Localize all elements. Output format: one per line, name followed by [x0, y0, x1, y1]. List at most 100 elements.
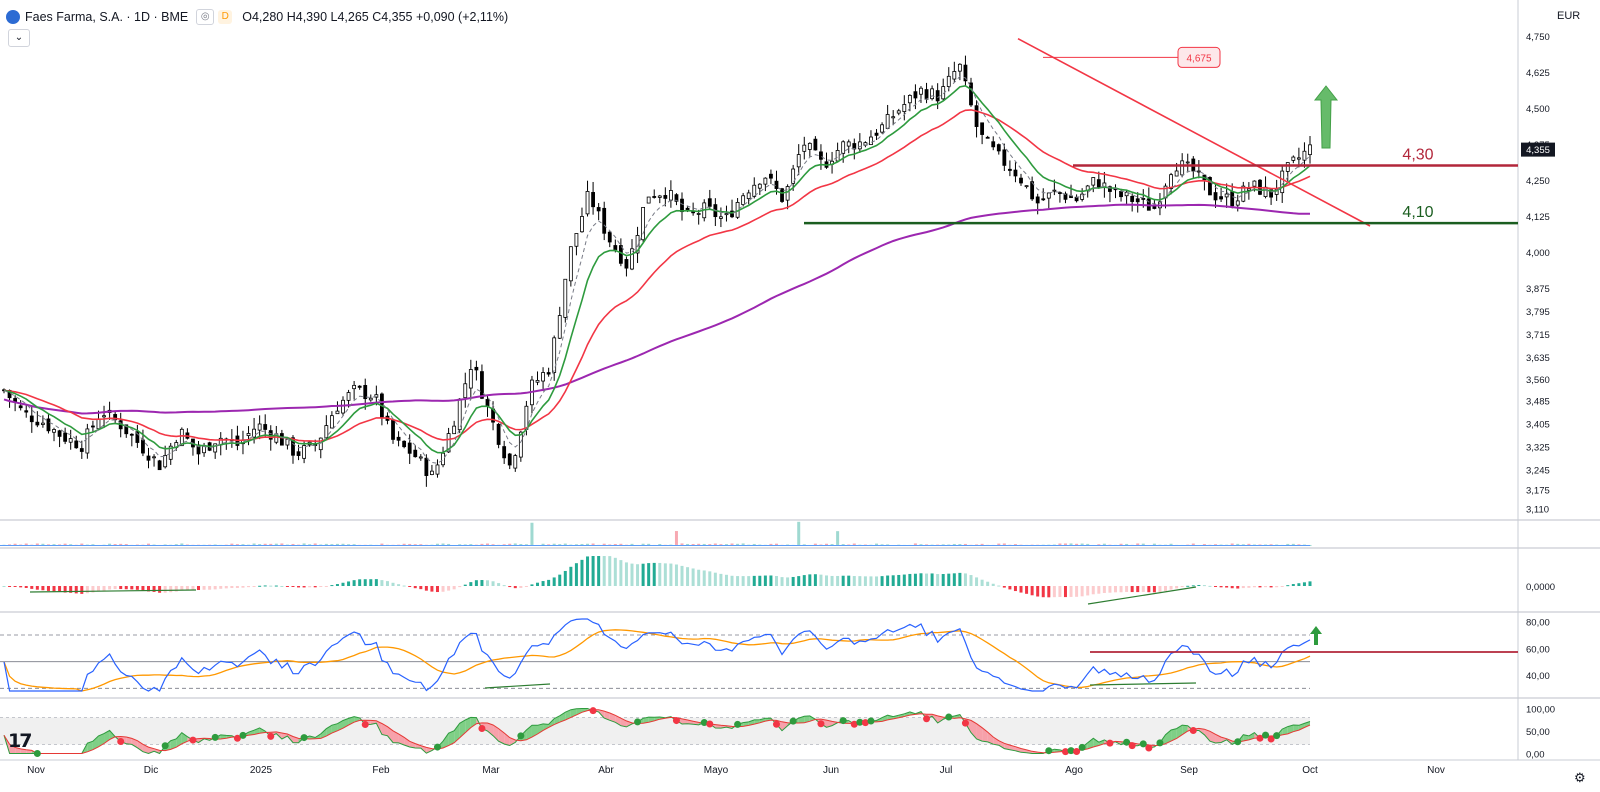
- momentum-bar: [13, 586, 17, 587]
- chevron-down-icon[interactable]: ⌄: [8, 29, 30, 47]
- peak-annotation-box: [1177, 46, 1221, 68]
- candle-body: [685, 207, 690, 211]
- candle-body: [1269, 189, 1273, 198]
- momentum-bar: [1275, 586, 1279, 588]
- candle-body: [763, 177, 768, 185]
- candle-body: [996, 144, 1001, 152]
- osc-fill-segment: [409, 741, 416, 749]
- volume-bar: [1236, 543, 1240, 546]
- candle-body: [102, 415, 106, 418]
- momentum-bar: [1013, 586, 1017, 592]
- volume-bar: [680, 543, 684, 546]
- volume-bar: [580, 543, 584, 546]
- momentum-bar: [102, 586, 106, 591]
- candle-body: [1185, 161, 1190, 164]
- osc-cross-dot: [1156, 739, 1164, 747]
- momentum-bar: [319, 586, 323, 587]
- ohlc-values: O4,280 H4,390 L4,265 C4,355 +0,090 (+2,1…: [242, 10, 509, 24]
- volume-bar: [35, 543, 39, 546]
- momentum-bar: [847, 575, 851, 586]
- candle-body: [618, 245, 623, 264]
- volume-bar: [335, 543, 339, 546]
- gear-icon[interactable]: ⚙: [1574, 770, 1586, 785]
- eye-icon[interactable]: ◎: [196, 9, 215, 25]
- last-price-label: 4,355: [1526, 145, 1550, 156]
- momentum-bar: [897, 574, 901, 586]
- candle-body: [68, 438, 73, 443]
- candle-body: [780, 188, 784, 202]
- volume-bar: [619, 543, 623, 546]
- momentum-bar: [930, 573, 934, 586]
- osc-fill-segment: [1171, 728, 1177, 742]
- candle-body: [774, 180, 779, 189]
- candle-body: [1058, 192, 1062, 194]
- momentum-bar: [663, 563, 667, 586]
- x-tick-label-7: Jun: [823, 765, 839, 776]
- osc-signal-line: [3, 709, 1311, 754]
- volume-bar: [119, 543, 123, 546]
- momentum-bar: [536, 582, 540, 586]
- candle-body: [179, 428, 184, 447]
- osc-cross-dot: [478, 725, 486, 733]
- volume-bar: [1247, 543, 1251, 546]
- osc-fill-segment: [543, 723, 549, 731]
- tradingview-logo[interactable]: 17: [8, 730, 32, 752]
- currency-label[interactable]: EUR: [1557, 10, 1581, 22]
- osc-cross-dot: [1106, 739, 1114, 747]
- volume-bar: [1230, 543, 1234, 546]
- momentum-bar: [524, 586, 528, 587]
- volume-bar: [1191, 543, 1195, 546]
- momentum-bar: [252, 586, 256, 587]
- x-tick-label-8: Jul: [940, 765, 953, 776]
- osc-line: [3, 708, 1311, 755]
- momentum-bar: [636, 564, 640, 586]
- osc-cross-dot: [789, 717, 797, 725]
- candle-body: [485, 399, 490, 407]
- volume-bar: [736, 543, 740, 546]
- osc-fill-segment: [654, 717, 660, 721]
- candle-body: [124, 424, 129, 435]
- momentum-bar: [58, 586, 62, 592]
- candle-body: [285, 438, 290, 446]
- momentum-bar: [508, 586, 512, 588]
- volume-bar: [146, 543, 150, 546]
- momentum-bar: [241, 586, 245, 588]
- y-tick-label-14: 3,325: [1526, 443, 1550, 454]
- candle-body: [335, 410, 340, 415]
- osc-cross-dot: [1139, 740, 1147, 748]
- momentum-bar: [819, 574, 823, 586]
- osc-fill-segment: [1243, 734, 1249, 742]
- volume-bar: [658, 543, 662, 546]
- momentum-bar: [958, 572, 962, 586]
- candle-body: [474, 366, 479, 371]
- osc-cross-dot: [161, 742, 169, 750]
- osc-fill-segment: [181, 732, 188, 744]
- x-tick-label-6: Mayo: [704, 765, 729, 776]
- momentum-bar: [352, 580, 356, 586]
- momentum-bar: [269, 585, 273, 587]
- volume-bar: [280, 543, 284, 546]
- candle-body: [1130, 195, 1135, 202]
- volume-bar: [1102, 543, 1106, 546]
- momentum-bar: [1141, 586, 1145, 592]
- volume-bar: [586, 543, 590, 546]
- momentum-bar: [686, 567, 690, 586]
- momentum-bar: [397, 584, 401, 586]
- volume-bar: [230, 543, 234, 546]
- osc-fill-segment: [9, 744, 16, 754]
- up-arrow-icon: [1313, 85, 1339, 149]
- y-tick-label-0: 4,750: [1526, 32, 1550, 43]
- candle-body: [1252, 180, 1257, 187]
- momentum-bar: [63, 586, 67, 593]
- osc-cross-dot: [233, 734, 241, 742]
- osc-cross-dot: [1078, 743, 1086, 751]
- candle-body: [630, 248, 634, 270]
- momentum-bar: [1108, 586, 1112, 593]
- candle-body: [1007, 168, 1012, 171]
- candle-body: [463, 383, 468, 399]
- symbol-title[interactable]: Faes Farma, S.A. · 1D · BME: [25, 10, 189, 24]
- momentum-bar: [730, 575, 734, 586]
- osc-cross-dot: [861, 719, 869, 727]
- momentum-bar: [858, 576, 862, 586]
